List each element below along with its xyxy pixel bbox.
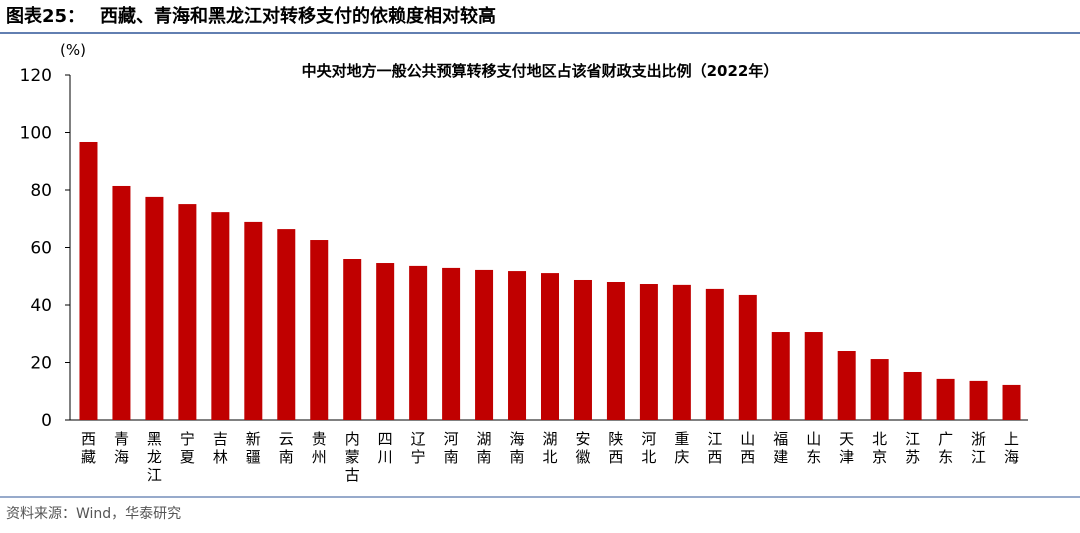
x-tick-label: 宁夏 [180, 430, 195, 466]
x-tick-label: 福建 [773, 430, 788, 466]
bar [277, 229, 296, 420]
y-tick-label: 60 [30, 239, 52, 259]
y-tick-label: 0 [41, 411, 52, 431]
y-tick-label: 80 [30, 181, 52, 201]
x-tick-label: 辽宁 [411, 430, 426, 466]
x-tick-label: 贵州 [312, 430, 327, 466]
bar [211, 212, 230, 420]
bar [837, 351, 856, 420]
x-tick-label: 湖南 [477, 430, 492, 466]
bar [145, 196, 164, 420]
x-tick-label: 安徽 [575, 430, 590, 466]
x-tick-label: 河南 [444, 430, 459, 466]
bar [672, 284, 691, 420]
x-tick-label: 黑龙江 [147, 430, 162, 484]
x-tick-label: 江西 [707, 430, 722, 466]
bar [409, 265, 428, 420]
x-tick-label: 陕西 [608, 430, 623, 466]
bar [178, 204, 197, 420]
x-tick-label: 河北 [641, 430, 656, 466]
x-tick-label: 北京 [872, 430, 887, 466]
x-tick-label: 青海 [114, 430, 129, 466]
bar [573, 279, 592, 420]
x-tick-label: 海南 [510, 430, 525, 466]
y-tick-label: 120 [20, 66, 52, 86]
bar [705, 288, 724, 420]
bar [771, 332, 790, 420]
bar [508, 271, 527, 420]
bar [376, 263, 395, 420]
header-label: 图表25： [6, 5, 85, 27]
bar [936, 378, 955, 420]
y-tick-label: 100 [20, 124, 52, 144]
bar [903, 371, 922, 420]
bar [738, 294, 757, 420]
bar [310, 240, 329, 420]
y-axis-label: (%) [60, 41, 86, 59]
x-tick-label: 上海 [1004, 430, 1019, 466]
bar [639, 284, 658, 420]
x-tick-label: 重庆 [674, 430, 689, 466]
header-title: 西藏、青海和黑龙江对转移支付的依赖度相对较高 [100, 5, 496, 27]
x-tick-label: 湖北 [542, 430, 557, 466]
y-tick-label: 40 [30, 296, 52, 316]
x-tick-label: 山西 [740, 430, 755, 466]
x-tick-label: 天津 [839, 430, 854, 466]
bar [112, 185, 131, 420]
source: 资料来源：Wind，华泰研究 [6, 506, 181, 522]
bar [442, 267, 461, 420]
x-tick-label: 四川 [378, 430, 393, 466]
x-tick-label: 西藏 [81, 430, 96, 466]
x-tick-label: 广东 [938, 430, 953, 466]
bar [244, 221, 263, 420]
bar [606, 282, 625, 420]
x-tick-label: 吉林 [213, 430, 228, 466]
bar [1002, 384, 1021, 420]
bar [804, 332, 823, 420]
bar [870, 359, 889, 420]
x-tick-label: 内蒙古 [345, 430, 360, 484]
chart-title: 中央对地方一般公共预算转移支付地区占该省财政支出比例（2022年） [302, 62, 779, 80]
bar [475, 269, 494, 420]
bar [541, 273, 559, 420]
x-tick-label: 新疆 [246, 430, 261, 466]
x-tick-label: 江苏 [905, 430, 920, 466]
bar [79, 141, 98, 421]
x-tick-label: 浙江 [971, 430, 986, 466]
x-tick-label: 山东 [806, 430, 821, 466]
x-tick-label: 云南 [279, 430, 294, 466]
bar [969, 380, 988, 420]
y-tick-label: 20 [30, 354, 52, 374]
bar [343, 259, 362, 420]
